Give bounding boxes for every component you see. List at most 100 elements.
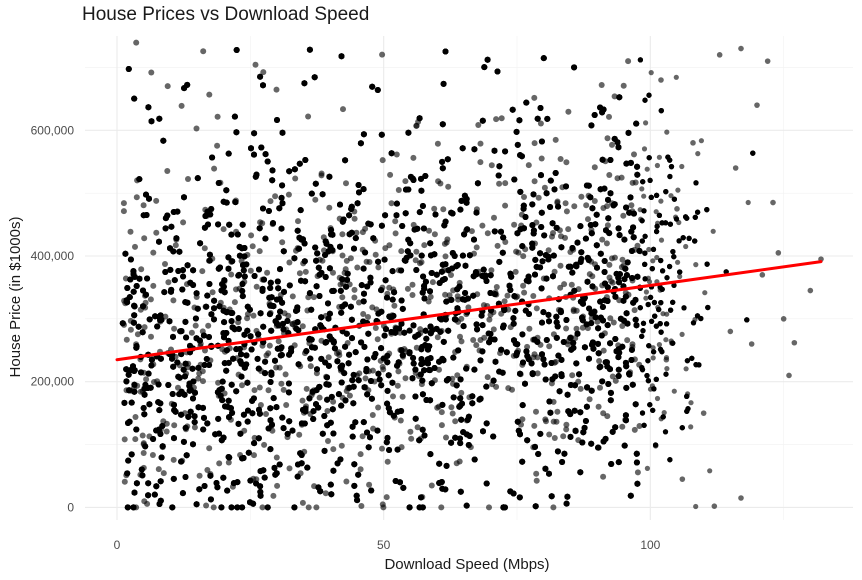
data-point [251, 452, 257, 459]
data-point [434, 334, 441, 341]
data-point [394, 382, 401, 389]
data-point [257, 402, 264, 408]
data-point [263, 352, 270, 359]
data-point [650, 355, 656, 361]
data-point [285, 191, 292, 198]
data-point [585, 216, 591, 223]
data-point [160, 470, 167, 477]
data-point [568, 281, 575, 288]
data-point [562, 200, 569, 207]
data-point [196, 472, 203, 479]
data-point [264, 269, 271, 276]
data-point [654, 395, 661, 402]
data-point [437, 180, 444, 187]
data-point [428, 482, 435, 489]
data-point [426, 227, 432, 234]
data-point [203, 502, 210, 509]
data-point [551, 435, 558, 441]
data-point [619, 323, 626, 329]
data-point [325, 438, 331, 444]
data-point [164, 168, 171, 174]
data-point [650, 258, 656, 264]
data-point [144, 500, 151, 507]
data-point [634, 242, 641, 249]
data-point [531, 140, 538, 147]
data-point [663, 337, 669, 343]
data-point [475, 122, 482, 128]
data-point [346, 392, 353, 399]
data-point [210, 504, 217, 511]
data-point [493, 116, 500, 123]
data-point [607, 315, 614, 322]
data-point [641, 146, 648, 152]
data-point [600, 473, 607, 480]
data-point [546, 343, 553, 350]
data-point [231, 299, 238, 306]
data-point [470, 337, 477, 343]
data-point [180, 219, 187, 226]
data-point [531, 351, 538, 358]
data-point [395, 368, 402, 375]
data-point [307, 363, 314, 370]
data-point [150, 249, 157, 256]
data-point [391, 302, 398, 309]
data-point [654, 162, 661, 169]
data-point [477, 140, 484, 147]
data-point [604, 222, 611, 229]
data-point [199, 268, 206, 275]
data-point [557, 156, 564, 162]
data-point [618, 174, 625, 181]
data-point [486, 316, 493, 323]
data-point [413, 344, 420, 351]
data-point [431, 231, 438, 238]
data-point [399, 393, 406, 400]
data-point [545, 247, 552, 254]
data-point [484, 230, 491, 237]
data-point [546, 431, 553, 438]
data-point [139, 432, 146, 439]
data-point [351, 215, 358, 222]
data-point [526, 325, 533, 332]
data-point [538, 155, 545, 162]
data-point [164, 83, 171, 90]
data-point [571, 203, 578, 210]
data-point [609, 373, 616, 380]
data-point [201, 245, 208, 252]
data-point [204, 467, 211, 473]
data-point [533, 477, 540, 484]
data-point [530, 293, 537, 299]
data-point [604, 413, 611, 420]
data-point [445, 183, 452, 190]
data-point [338, 442, 345, 449]
data-point [330, 446, 337, 453]
data-point [265, 387, 272, 394]
data-point [695, 151, 701, 157]
data-point [595, 403, 602, 410]
data-point [425, 298, 432, 305]
data-point [549, 233, 555, 240]
data-point [553, 418, 560, 425]
data-point [486, 504, 492, 511]
data-point [596, 358, 603, 364]
data-point [286, 259, 293, 266]
data-point [375, 264, 382, 271]
data-point [481, 334, 488, 341]
data-point [409, 281, 416, 288]
data-point [664, 366, 670, 372]
data-point [534, 370, 541, 377]
data-point [431, 205, 438, 212]
data-point [542, 416, 549, 423]
data-point [606, 274, 613, 281]
data-point [558, 233, 564, 240]
data-point [434, 140, 441, 147]
data-point [468, 228, 475, 235]
data-point [502, 202, 509, 209]
data-point [677, 273, 683, 280]
data-point [256, 384, 263, 391]
data-point [388, 200, 395, 207]
data-point [438, 422, 445, 429]
data-point [178, 102, 185, 109]
data-point [502, 239, 509, 245]
data-point [609, 141, 615, 148]
data-point [353, 229, 360, 236]
